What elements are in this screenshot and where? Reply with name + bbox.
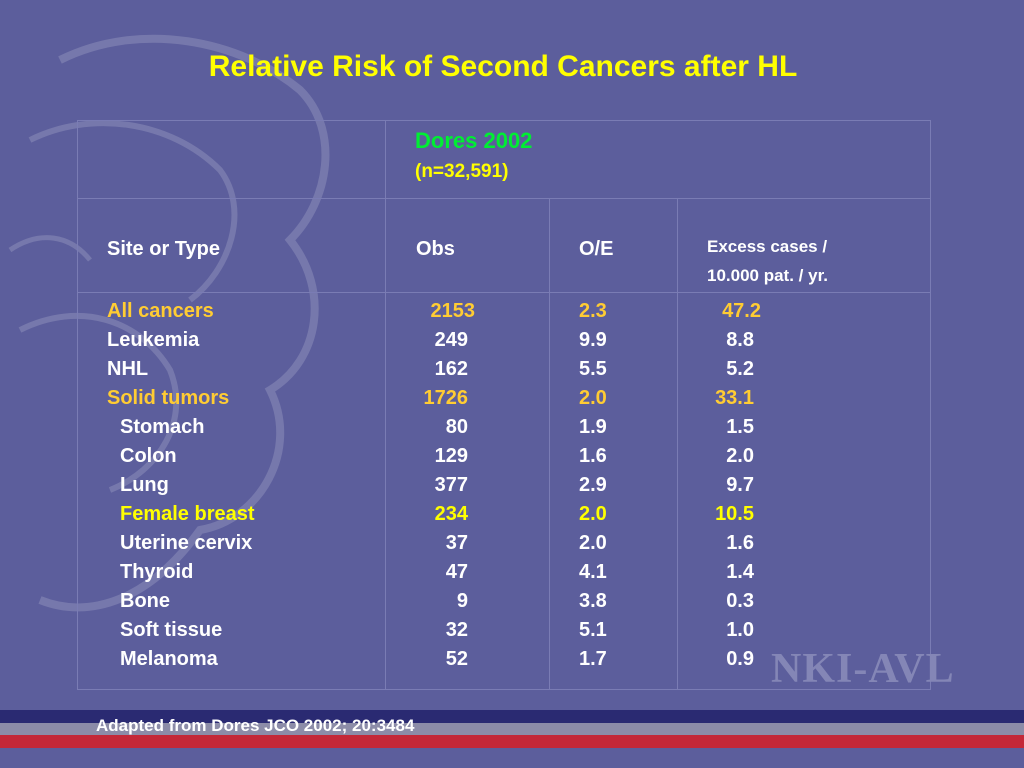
cell-site: Uterine cervix — [120, 532, 253, 554]
cell-obs: 32 — [445, 619, 468, 641]
table-row: All cancers 2153 2.3 47.2 — [0, 298, 1024, 327]
cell-oe: 2.9 — [579, 474, 607, 496]
cell-excess: 33.1 — [715, 387, 754, 409]
table-row: Leukemia 249 9.9 8.8 — [0, 327, 1024, 356]
cell-site: Melanoma — [120, 648, 218, 670]
cell-site: Thyroid — [120, 561, 194, 583]
cell-obs: 249 — [434, 329, 468, 351]
footer-bar-top — [0, 710, 1024, 723]
cell-obs: 377 — [434, 474, 468, 496]
cell-excess: 8.8 — [726, 329, 754, 351]
header-oe: O/E — [579, 238, 614, 260]
header-obs: Obs — [416, 238, 455, 260]
cell-excess: 9.7 — [726, 474, 754, 496]
cell-oe: 5.5 — [579, 358, 607, 380]
table-row: Melanoma 52 1.7 0.9 — [0, 646, 1024, 675]
cell-site: NHL — [107, 358, 149, 380]
cell-oe: 2.0 — [579, 503, 607, 525]
table-frame — [77, 120, 931, 690]
cell-excess: 47.2 — [722, 300, 761, 322]
cell-site: Leukemia — [107, 329, 200, 351]
cell-obs: 80 — [445, 416, 468, 438]
cell-excess: 2.0 — [726, 445, 754, 467]
cell-excess: 5.2 — [726, 358, 754, 380]
cell-oe: 1.9 — [579, 416, 607, 438]
table-row: Lung 377 2.9 9.7 — [0, 472, 1024, 501]
cell-obs: 129 — [434, 445, 468, 467]
cell-site: All cancers — [107, 300, 214, 322]
cell-obs: 37 — [445, 532, 468, 554]
cell-oe: 1.7 — [579, 648, 607, 670]
cell-site: Stomach — [120, 416, 205, 438]
header-excess: Excess cases / 10.000 pat. / yr. — [707, 232, 828, 290]
cell-oe: 2.0 — [579, 532, 607, 554]
table-divider — [677, 198, 678, 690]
table-row: Female breast 234 2.0 10.5 — [0, 501, 1024, 530]
table-divider — [385, 120, 386, 690]
cell-oe: 5.1 — [579, 619, 607, 641]
cell-site: Female breast — [120, 503, 255, 525]
table-row: Bone 9 3.8 0.3 — [0, 588, 1024, 617]
table-row: Colon 129 1.6 2.0 — [0, 443, 1024, 472]
table-row: Soft tissue 32 5.1 1.0 — [0, 617, 1024, 646]
cell-oe: 1.6 — [579, 445, 607, 467]
table-divider — [77, 292, 931, 293]
footer-bar-middle — [0, 723, 1024, 735]
footer-bar-bottom — [0, 735, 1024, 748]
cell-site: Soft tissue — [120, 619, 223, 641]
cell-oe: 9.9 — [579, 329, 607, 351]
study-size: (n=32,591) — [415, 161, 509, 182]
cell-excess: 0.3 — [726, 590, 754, 612]
cell-oe: 2.0 — [579, 387, 607, 409]
cell-obs: 2153 — [430, 300, 476, 322]
cell-obs: 9 — [456, 590, 468, 612]
study-name: Dores 2002 — [415, 128, 533, 153]
cell-excess: 1.5 — [726, 416, 754, 438]
header-excess-line2: 10.000 pat. / yr. — [707, 266, 828, 285]
cell-site: Bone — [120, 590, 170, 612]
cell-site: Solid tumors — [107, 387, 230, 409]
cell-excess: 10.5 — [715, 503, 754, 525]
header-site: Site or Type — [107, 238, 220, 260]
cell-excess: 0.9 — [726, 648, 754, 670]
cell-excess: 1.0 — [726, 619, 754, 641]
slide-title: Relative Risk of Second Cancers after HL — [208, 50, 798, 83]
nki-avl-logo: NKI-AVL — [771, 646, 955, 692]
table-row: Stomach 80 1.9 1.5 — [0, 414, 1024, 443]
cell-oe: 3.8 — [579, 590, 607, 612]
table-row: Solid tumors 1726 2.0 33.1 — [0, 385, 1024, 414]
cell-obs: 52 — [445, 648, 468, 670]
table-body: All cancers 2153 2.3 47.2 Leukemia 249 9… — [0, 298, 1024, 675]
header-excess-line1: Excess cases / — [707, 237, 828, 256]
cell-obs: 162 — [434, 358, 468, 380]
table-row: Thyroid 47 4.1 1.4 — [0, 559, 1024, 588]
cell-obs: 234 — [434, 503, 468, 525]
table-row: NHL 162 5.5 5.2 — [0, 356, 1024, 385]
cell-obs: 47 — [445, 561, 468, 583]
cell-excess: 1.6 — [726, 532, 754, 554]
cell-oe: 4.1 — [579, 561, 607, 583]
background-sketch-icon — [8, 34, 330, 612]
source-footnote: Adapted from Dores JCO 2002; 20:3484 — [96, 716, 415, 735]
cell-site: Colon — [120, 445, 177, 467]
cell-obs: 1726 — [423, 387, 469, 409]
table-divider — [77, 198, 931, 199]
table-row: Uterine cervix 37 2.0 1.6 — [0, 530, 1024, 559]
cell-oe: 2.3 — [579, 300, 607, 322]
cell-site: Lung — [120, 474, 169, 496]
cell-excess: 1.4 — [726, 561, 754, 583]
table-divider — [549, 198, 550, 690]
